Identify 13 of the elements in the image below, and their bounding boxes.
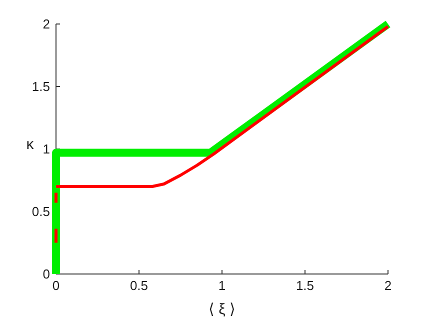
x-tick-label: 0.5: [130, 278, 148, 293]
line-series: [54, 25, 390, 188]
x-axis-title: ⟨ ξ ⟩: [208, 301, 236, 318]
x-tick-label: 2: [384, 278, 392, 293]
y-tick-label: 0: [42, 266, 50, 282]
x-tick-label: 1: [218, 278, 226, 293]
y-tick-label: 1: [42, 142, 50, 156]
y-tick-label: 0.5: [32, 204, 50, 219]
y-tick-label: 2: [42, 16, 50, 32]
x-tick-label: 0: [52, 278, 60, 293]
x-tick-label: 1.5: [296, 278, 314, 293]
y-axis-title: κ: [26, 136, 34, 153]
y-tick-label: 1.5: [32, 79, 50, 94]
